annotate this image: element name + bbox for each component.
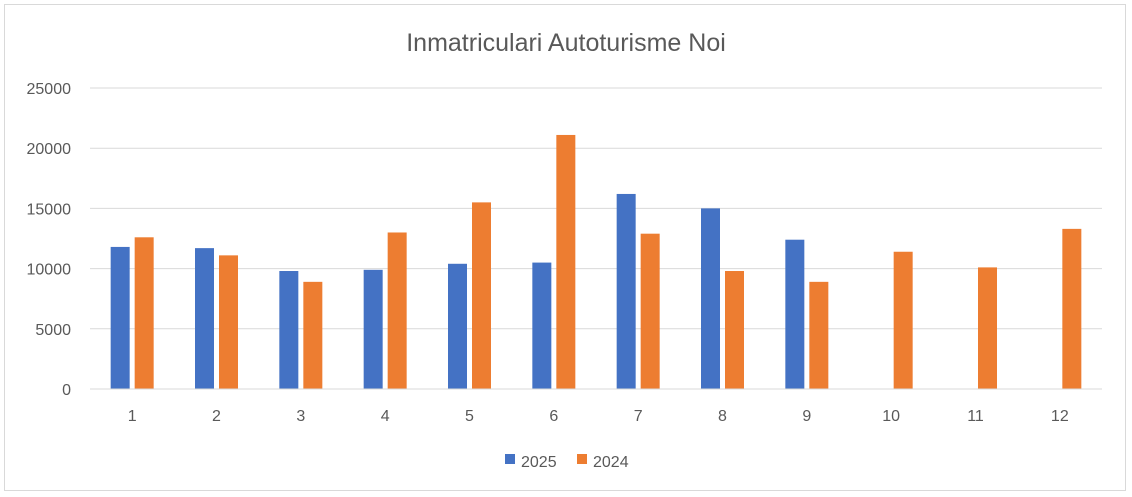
bar-2024-5	[472, 202, 491, 389]
x-tick-label: 4	[381, 408, 390, 425]
bar-2025-8	[701, 208, 720, 389]
x-axis-ticks: 1 2 3 4 5 6 7 8 9 10 11 12	[128, 408, 1069, 425]
x-tick-label: 5	[465, 408, 474, 425]
y-axis-ticks: 0 5000 10000 15000 20000 25000	[27, 81, 72, 399]
x-tick-label: 3	[296, 408, 305, 425]
legend-label-2025: 2025	[521, 454, 557, 471]
bars	[110, 134, 1082, 389]
x-tick-label: 6	[549, 408, 558, 425]
bar-2024-7	[640, 233, 660, 389]
bar-2025-6	[532, 262, 552, 389]
chart-title: Inmatriculari Autoturisme Noi	[406, 29, 726, 57]
bar-2025-1	[110, 246, 130, 389]
bar-2024-11	[978, 267, 997, 389]
bar-2025-3	[279, 271, 299, 389]
x-tick-label: 2	[212, 408, 221, 425]
bar-2024-8	[725, 271, 744, 389]
bar-2025-5	[448, 263, 467, 389]
legend: 2025 2024	[505, 454, 629, 471]
y-tick-label: 15000	[27, 201, 72, 218]
x-tick-label: 11	[967, 408, 984, 425]
legend-swatch-2024	[577, 454, 587, 464]
bar-2025-7	[616, 193, 636, 389]
bar-2024-12	[1062, 228, 1082, 389]
bar-2024-2	[219, 255, 238, 389]
bar-2025-2	[195, 248, 214, 389]
bar-2025-4	[363, 269, 383, 389]
x-tick-label: 12	[1051, 408, 1069, 425]
x-tick-label: 9	[802, 408, 811, 425]
y-tick-label: 5000	[35, 322, 71, 339]
bar-2024-10	[893, 251, 913, 389]
x-tick-label: 8	[718, 408, 727, 425]
legend-label-2024: 2024	[593, 454, 629, 471]
bar-2024-4	[387, 232, 407, 389]
y-tick-label: 0	[62, 382, 71, 399]
legend-swatch-2025	[505, 454, 515, 464]
bar-2025-9	[785, 239, 805, 389]
x-tick-label: 7	[634, 408, 643, 425]
y-tick-label: 20000	[27, 141, 72, 158]
y-tick-label: 25000	[27, 81, 72, 98]
gridlines	[90, 87, 1102, 330]
y-tick-label: 10000	[27, 262, 72, 279]
bar-2024-3	[303, 281, 323, 389]
x-tick-label: 1	[128, 408, 137, 425]
bar-2024-1	[134, 237, 154, 389]
bar-2024-9	[809, 281, 829, 389]
bar-2024-6	[556, 134, 576, 389]
x-tick-label: 10	[882, 408, 900, 425]
